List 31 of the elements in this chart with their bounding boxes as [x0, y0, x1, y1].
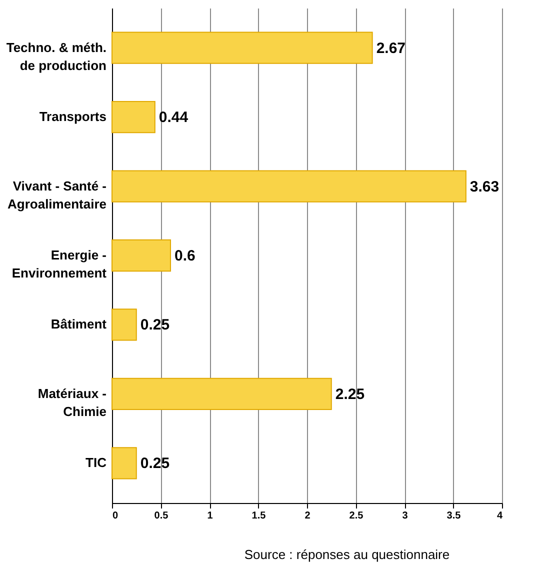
bar — [112, 447, 137, 480]
y-tick-label: Energie - Environnement — [12, 248, 108, 280]
bar — [112, 239, 171, 272]
bar — [112, 308, 137, 341]
x-tick-label: 3.5 — [446, 510, 462, 522]
source-note: Source : réponses au questionnaire — [244, 547, 450, 562]
x-tick-label: 0.5 — [154, 510, 169, 522]
x-tick-label: 1.5 — [252, 510, 266, 522]
y-tick-label: Bâtiment — [50, 316, 108, 332]
x-tick-label: 3 — [402, 510, 408, 522]
data-label: 2.25 — [335, 386, 365, 403]
y-tick-label: Matériaux - Chimie — [38, 386, 106, 419]
x-tick-label: 2.5 — [349, 510, 364, 522]
y-tick-label: Techno. & méth. de production — [6, 40, 107, 73]
bar — [112, 170, 466, 202]
data-label: 0.25 — [140, 455, 170, 472]
x-tick-label: 1 — [207, 510, 214, 522]
bar — [112, 32, 373, 64]
bar — [112, 378, 332, 410]
data-label: 3.63 — [470, 178, 500, 196]
y-tick-label: TIC — [86, 455, 108, 470]
data-label: 2.67 — [376, 40, 406, 57]
data-label: 0.6 — [174, 248, 196, 264]
x-tick-label: 4 — [496, 510, 503, 522]
x-tick-label: 0 — [112, 510, 118, 522]
x-tick-label: 2 — [304, 510, 311, 522]
data-label: 0.25 — [140, 316, 170, 334]
bar — [112, 100, 156, 134]
y-tick-label: Transports — [39, 109, 106, 124]
y-tick-label: Vivant - Santé - Agroalimentaire — [8, 178, 106, 212]
data-label: 0.44 — [158, 109, 189, 126]
